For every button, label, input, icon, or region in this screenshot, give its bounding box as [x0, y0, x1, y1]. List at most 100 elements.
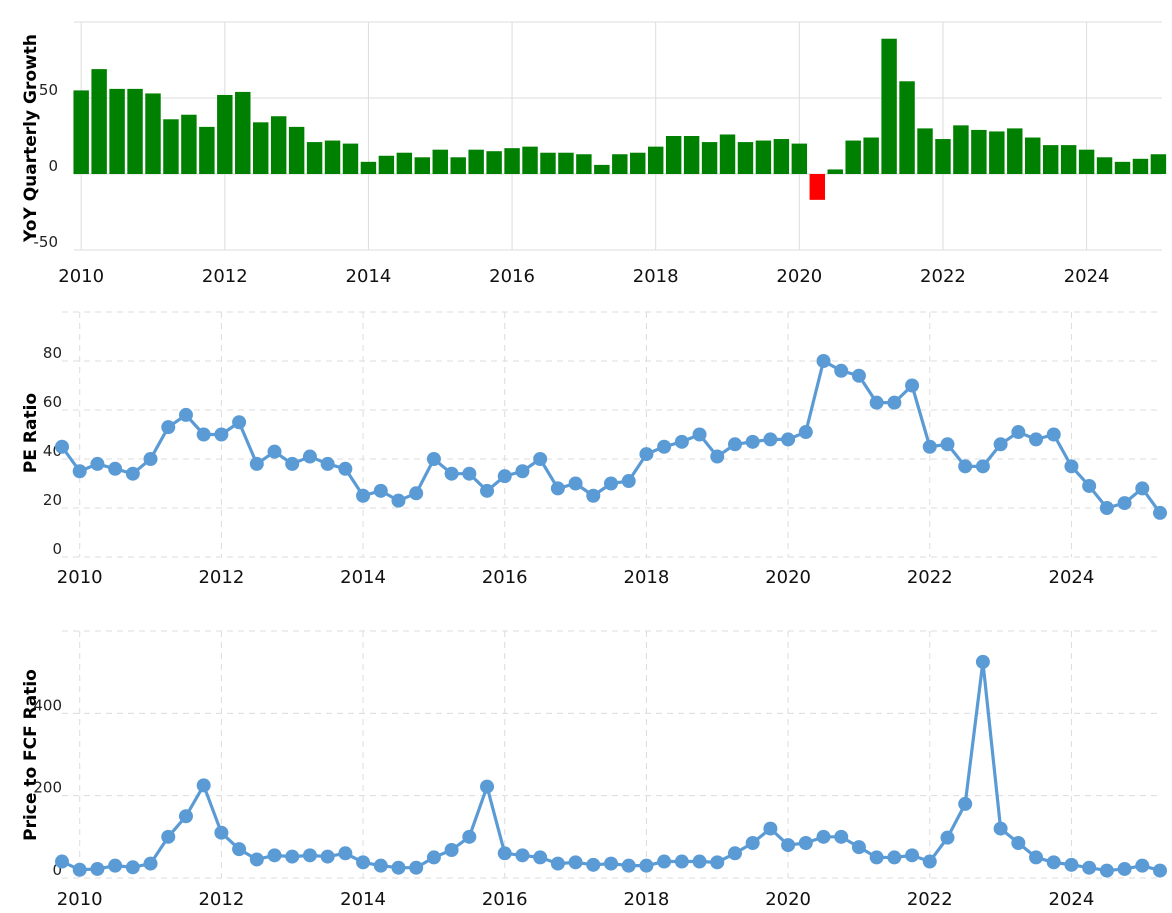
pe-ratio-point	[905, 378, 920, 393]
price-fcf-x-tick-label: 2014	[340, 889, 386, 910]
price-fcf-point	[55, 854, 69, 869]
pe-ratio-point	[1153, 505, 1167, 520]
price-fcf-x-tick-label: 2018	[624, 889, 670, 910]
price-fcf-point	[356, 855, 371, 870]
price-fcf-point	[108, 858, 123, 873]
pe-ratio-point	[232, 415, 247, 430]
price-fcf-point	[869, 850, 884, 865]
yoy-growth-bar	[252, 122, 269, 174]
price-fcf-point	[958, 796, 973, 811]
pe-ratio-point	[940, 437, 955, 452]
yoy-growth-bar	[719, 134, 736, 174]
pe-ratio-point	[1046, 427, 1061, 442]
price-fcf-point	[922, 854, 937, 869]
price-fcf-point	[621, 858, 636, 873]
pe-ratio-point	[90, 456, 105, 471]
yoy-growth-x-tick-label: 2020	[776, 266, 822, 287]
yoy-growth-bar	[288, 126, 305, 174]
yoy-growth-bar	[881, 38, 897, 174]
yoy-growth-x-tick-label: 2014	[346, 266, 392, 287]
pe-ratio-point	[816, 354, 831, 368]
yoy-growth-bar	[899, 81, 915, 174]
pe-ratio-point	[515, 464, 530, 479]
pe-ratio-point	[196, 427, 211, 442]
yoy-growth-x-tick-label: 2012	[202, 266, 248, 287]
yoy-growth-bar	[217, 94, 233, 174]
pe-ratio-y-axis-label: PE Ratio	[21, 393, 41, 473]
yoy-growth-bar	[1132, 158, 1149, 174]
price-fcf-point	[338, 846, 353, 861]
price-fcf-point	[267, 848, 282, 863]
price-fcf-point	[143, 856, 158, 871]
yoy-growth-bar	[665, 136, 682, 174]
yoy-growth-panel: YoY Quarterly Growth 50 0 -50 2010 2012 2014 2…	[21, 21, 1167, 287]
price-fcf-point	[196, 778, 211, 793]
pe-ratio-point	[444, 466, 459, 481]
price-fcf-point	[1011, 836, 1026, 851]
yoy-growth-bar	[91, 69, 107, 174]
pe-ratio-x-tick-label: 2024	[1049, 567, 1095, 588]
price-fcf-point	[161, 829, 176, 844]
yoy-growth-y-tick-label: 0	[48, 157, 58, 175]
price-fcf-point	[710, 855, 725, 870]
pe-ratio-point	[1011, 425, 1026, 440]
yoy-growth-x-tick-label: 2016	[489, 266, 535, 287]
pe-ratio-point	[993, 437, 1008, 452]
price-fcf-point	[285, 849, 300, 864]
yoy-growth-bar	[630, 152, 646, 174]
pe-ratio-point	[161, 420, 176, 435]
yoy-growth-bar	[1042, 145, 1059, 174]
yoy-growth-bar	[917, 128, 933, 174]
pe-ratio-point	[639, 447, 654, 462]
pe-ratio-point	[302, 449, 317, 464]
yoy-growth-bar	[109, 88, 125, 174]
yoy-growth-y-axis-label: YoY Quarterly Growth	[21, 34, 41, 243]
price-fcf-point	[426, 850, 441, 865]
pe-ratio-y-tick-label: 80	[43, 344, 62, 362]
yoy-growth-bar	[342, 143, 359, 174]
yoy-growth-bar	[181, 114, 197, 174]
pe-ratio-point	[621, 474, 636, 489]
price-fcf-point	[887, 850, 902, 865]
price-fcf-point	[727, 846, 742, 861]
price-fcf-point	[72, 862, 87, 877]
yoy-growth-bar	[504, 148, 520, 174]
yoy-growth-bar	[594, 164, 610, 174]
yoy-growth-bar	[432, 149, 448, 174]
price-fcf-point	[462, 829, 477, 844]
price-fcf-point	[533, 850, 548, 865]
yoy-growth-bar	[360, 161, 377, 174]
pe-ratio-point	[1099, 501, 1114, 515]
pe-ratio-point	[674, 434, 689, 449]
pe-ratio-point	[975, 459, 990, 474]
price-fcf-point	[604, 856, 618, 871]
price-fcf-point	[940, 830, 955, 845]
pe-ratio-point	[249, 456, 264, 471]
pe-ratio-y-tick-label: 60	[43, 393, 62, 411]
yoy-growth-bar	[450, 157, 466, 174]
price-fcf-point	[781, 838, 796, 853]
pe-ratio-y-tick-label: 0	[52, 540, 62, 558]
pe-ratio-point	[851, 368, 866, 383]
yoy-growth-bar	[127, 88, 143, 174]
pe-ratio-point	[426, 452, 441, 466]
pe-ratio-point	[604, 476, 618, 491]
price-fcf-point	[480, 779, 495, 794]
yoy-growth-bar	[1150, 154, 1167, 174]
pe-ratio-x-tick-label: 2020	[765, 567, 811, 588]
price-fcf-point	[444, 843, 459, 858]
price-fcf-point	[1153, 863, 1167, 878]
price-fcf-x-tick-label: 2010	[57, 889, 103, 910]
pe-ratio-x-tick-label: 2016	[482, 567, 528, 588]
pe-ratio-point	[745, 434, 760, 449]
price-fcf-point	[391, 860, 406, 875]
price-fcf-point	[745, 836, 760, 851]
price-fcf-point	[1099, 863, 1114, 878]
yoy-growth-bar	[989, 131, 1005, 174]
pe-ratio-point	[480, 483, 495, 498]
yoy-growth-x-tick-label: 2010	[58, 266, 104, 287]
price-fcf-y-tick-label: 0	[52, 861, 62, 879]
pe-ratio-point	[710, 449, 725, 464]
pe-ratio-x-tick-label: 2014	[340, 567, 386, 588]
price-fcf-y-axis-label: Price to FCF Ratio	[21, 669, 41, 841]
